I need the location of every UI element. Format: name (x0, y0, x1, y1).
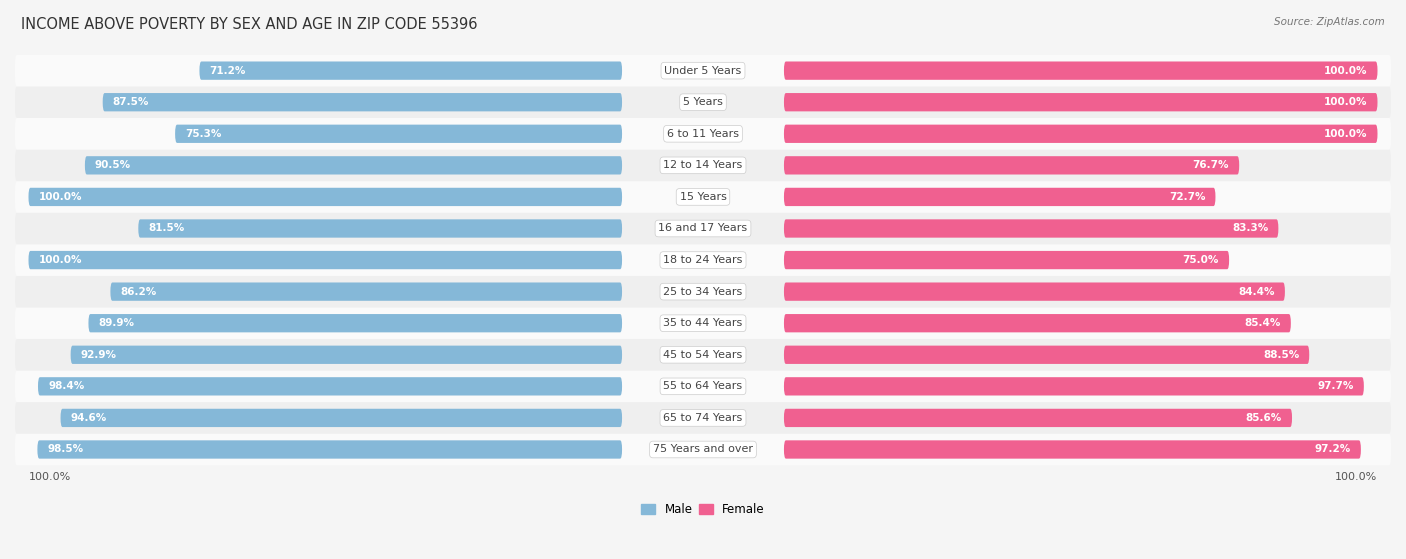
Text: 5 Years: 5 Years (683, 97, 723, 107)
Text: 98.5%: 98.5% (48, 444, 83, 454)
Text: Under 5 Years: Under 5 Years (665, 65, 741, 75)
Text: 75.3%: 75.3% (186, 129, 222, 139)
FancyBboxPatch shape (89, 314, 621, 333)
FancyBboxPatch shape (176, 125, 621, 143)
Text: 85.6%: 85.6% (1246, 413, 1282, 423)
FancyBboxPatch shape (15, 181, 1391, 213)
FancyBboxPatch shape (15, 402, 1391, 434)
FancyBboxPatch shape (785, 188, 1215, 206)
FancyBboxPatch shape (103, 93, 621, 111)
FancyBboxPatch shape (15, 118, 1391, 150)
Text: INCOME ABOVE POVERTY BY SEX AND AGE IN ZIP CODE 55396: INCOME ABOVE POVERTY BY SEX AND AGE IN Z… (21, 17, 478, 32)
Text: 100.0%: 100.0% (1336, 472, 1378, 482)
Text: 84.4%: 84.4% (1239, 287, 1275, 297)
FancyBboxPatch shape (15, 150, 1391, 181)
Text: 100.0%: 100.0% (38, 255, 82, 265)
FancyBboxPatch shape (785, 219, 1278, 238)
Text: 75 Years and over: 75 Years and over (652, 444, 754, 454)
FancyBboxPatch shape (38, 440, 621, 458)
Text: 15 Years: 15 Years (679, 192, 727, 202)
Text: 83.3%: 83.3% (1232, 224, 1268, 234)
Text: 72.7%: 72.7% (1168, 192, 1205, 202)
FancyBboxPatch shape (15, 87, 1391, 118)
Text: 97.2%: 97.2% (1315, 444, 1351, 454)
Text: 100.0%: 100.0% (1324, 65, 1368, 75)
Text: 81.5%: 81.5% (149, 224, 184, 234)
Text: 100.0%: 100.0% (28, 472, 70, 482)
FancyBboxPatch shape (138, 219, 621, 238)
Text: 76.7%: 76.7% (1192, 160, 1229, 170)
FancyBboxPatch shape (200, 61, 621, 80)
FancyBboxPatch shape (785, 156, 1239, 174)
FancyBboxPatch shape (28, 188, 621, 206)
FancyBboxPatch shape (785, 93, 1378, 111)
Text: 100.0%: 100.0% (1324, 97, 1368, 107)
FancyBboxPatch shape (785, 314, 1291, 333)
Text: 100.0%: 100.0% (38, 192, 82, 202)
Text: 35 to 44 Years: 35 to 44 Years (664, 318, 742, 328)
FancyBboxPatch shape (28, 251, 621, 269)
FancyBboxPatch shape (15, 371, 1391, 402)
FancyBboxPatch shape (785, 125, 1378, 143)
FancyBboxPatch shape (111, 282, 621, 301)
FancyBboxPatch shape (785, 61, 1378, 80)
Text: 18 to 24 Years: 18 to 24 Years (664, 255, 742, 265)
Text: 97.7%: 97.7% (1317, 381, 1354, 391)
Text: 75.0%: 75.0% (1182, 255, 1219, 265)
Text: 45 to 54 Years: 45 to 54 Years (664, 350, 742, 360)
FancyBboxPatch shape (15, 244, 1391, 276)
FancyBboxPatch shape (15, 339, 1391, 371)
Text: 25 to 34 Years: 25 to 34 Years (664, 287, 742, 297)
Text: 86.2%: 86.2% (121, 287, 157, 297)
Text: 65 to 74 Years: 65 to 74 Years (664, 413, 742, 423)
FancyBboxPatch shape (15, 55, 1391, 87)
Text: 90.5%: 90.5% (96, 160, 131, 170)
Text: 100.0%: 100.0% (1324, 129, 1368, 139)
Text: 89.9%: 89.9% (98, 318, 135, 328)
FancyBboxPatch shape (15, 276, 1391, 307)
Text: 12 to 14 Years: 12 to 14 Years (664, 160, 742, 170)
FancyBboxPatch shape (70, 345, 621, 364)
FancyBboxPatch shape (785, 282, 1285, 301)
Text: 55 to 64 Years: 55 to 64 Years (664, 381, 742, 391)
Text: 71.2%: 71.2% (209, 65, 246, 75)
Text: Source: ZipAtlas.com: Source: ZipAtlas.com (1274, 17, 1385, 27)
FancyBboxPatch shape (785, 251, 1229, 269)
FancyBboxPatch shape (785, 440, 1361, 458)
FancyBboxPatch shape (38, 377, 621, 396)
FancyBboxPatch shape (84, 156, 621, 174)
FancyBboxPatch shape (785, 377, 1364, 396)
FancyBboxPatch shape (785, 409, 1292, 427)
Text: 87.5%: 87.5% (112, 97, 149, 107)
FancyBboxPatch shape (785, 345, 1309, 364)
Text: 6 to 11 Years: 6 to 11 Years (666, 129, 740, 139)
Text: 94.6%: 94.6% (70, 413, 107, 423)
FancyBboxPatch shape (15, 434, 1391, 465)
FancyBboxPatch shape (15, 307, 1391, 339)
Text: 85.4%: 85.4% (1244, 318, 1281, 328)
FancyBboxPatch shape (60, 409, 621, 427)
Text: 98.4%: 98.4% (48, 381, 84, 391)
Legend: Male, Female: Male, Female (637, 498, 769, 520)
Text: 16 and 17 Years: 16 and 17 Years (658, 224, 748, 234)
Text: 92.9%: 92.9% (80, 350, 117, 360)
Text: 88.5%: 88.5% (1263, 350, 1299, 360)
FancyBboxPatch shape (15, 213, 1391, 244)
